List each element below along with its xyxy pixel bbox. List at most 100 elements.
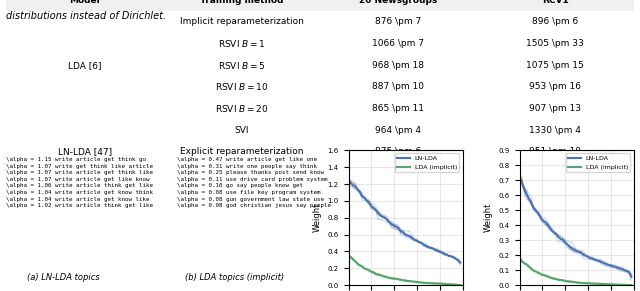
LN-LDA bbox=[529, 206, 537, 209]
LDA (implicit) bbox=[534, 271, 541, 274]
LN-LDA bbox=[424, 245, 432, 249]
LN-LDA bbox=[541, 220, 548, 223]
LDA (implicit) bbox=[349, 258, 357, 261]
LN-LDA bbox=[436, 250, 444, 253]
LN-LDA bbox=[354, 188, 362, 191]
LDA (implicit) bbox=[438, 282, 446, 285]
LN-LDA bbox=[440, 252, 448, 255]
LN-LDA bbox=[422, 244, 430, 248]
LN-LDA bbox=[454, 258, 462, 262]
LN-LDA bbox=[570, 248, 578, 251]
LDA (implicit) bbox=[434, 282, 442, 285]
LN-LDA bbox=[434, 249, 442, 252]
LN-LDA bbox=[552, 232, 560, 236]
LN-LDA bbox=[443, 253, 451, 256]
LN-LDA bbox=[397, 230, 405, 233]
LN-LDA bbox=[627, 275, 635, 278]
LDA (implicit) bbox=[552, 277, 560, 281]
LN-LDA bbox=[390, 224, 398, 228]
LDA (implicit) bbox=[452, 283, 460, 286]
LDA (implicit) bbox=[372, 272, 380, 276]
LDA (implicit) bbox=[381, 275, 389, 278]
LN-LDA bbox=[532, 209, 540, 212]
LN-LDA bbox=[406, 235, 414, 238]
LDA (implicit) bbox=[358, 265, 366, 268]
LDA (implicit) bbox=[397, 278, 405, 281]
Text: distributions instead of Dirichlet.: distributions instead of Dirichlet. bbox=[6, 11, 166, 22]
LDA (implicit) bbox=[443, 283, 451, 286]
Text: (a) LN-LDA topics: (a) LN-LDA topics bbox=[27, 274, 100, 283]
LN-LDA bbox=[564, 243, 572, 246]
Line: LN-LDA: LN-LDA bbox=[520, 177, 631, 276]
LN-LDA bbox=[456, 261, 464, 264]
LDA (implicit) bbox=[516, 256, 524, 260]
LN-LDA bbox=[370, 206, 378, 210]
LN-LDA bbox=[586, 256, 594, 260]
Legend: LN-LDA, LDA (implicit): LN-LDA, LDA (implicit) bbox=[566, 153, 630, 172]
Text: (b) LDA topics (implicit): (b) LDA topics (implicit) bbox=[185, 274, 284, 283]
LN-LDA bbox=[376, 214, 384, 217]
LN-LDA bbox=[607, 264, 614, 267]
LN-LDA bbox=[575, 250, 582, 253]
Y-axis label: Weight: Weight bbox=[484, 203, 493, 233]
LN-LDA bbox=[602, 262, 610, 266]
LN-LDA bbox=[520, 187, 528, 191]
LN-LDA bbox=[351, 185, 359, 188]
LDA (implicit) bbox=[561, 279, 569, 283]
LDA (implicit) bbox=[538, 273, 546, 276]
LN-LDA bbox=[545, 225, 553, 229]
LDA (implicit) bbox=[611, 283, 619, 286]
LN-LDA bbox=[625, 271, 633, 274]
LN-LDA bbox=[404, 234, 412, 237]
LDA (implicit) bbox=[408, 280, 416, 283]
LN-LDA bbox=[413, 239, 420, 242]
LDA (implicit) bbox=[527, 267, 535, 270]
LN-LDA bbox=[365, 201, 373, 204]
LDA (implicit) bbox=[564, 279, 572, 283]
LDA (implicit) bbox=[351, 260, 359, 263]
LN-LDA bbox=[559, 238, 567, 242]
LDA (implicit) bbox=[614, 283, 621, 286]
LN-LDA bbox=[623, 269, 630, 273]
LDA (implicit) bbox=[605, 283, 612, 286]
LN-LDA bbox=[415, 240, 423, 244]
LDA (implicit) bbox=[550, 277, 557, 280]
LDA (implicit) bbox=[454, 283, 462, 287]
LN-LDA bbox=[527, 200, 535, 203]
LDA (implicit) bbox=[413, 280, 420, 284]
LN-LDA bbox=[548, 228, 556, 232]
Text: \alpha = 0.47 write article get like one
\alpha = 0.31 write one people say thin: \alpha = 0.47 write article get like one… bbox=[177, 157, 332, 208]
LN-LDA bbox=[536, 215, 544, 218]
LDA (implicit) bbox=[386, 276, 394, 280]
LDA (implicit) bbox=[559, 279, 567, 282]
LDA (implicit) bbox=[575, 281, 582, 284]
LDA (implicit) bbox=[383, 276, 391, 279]
LN-LDA bbox=[381, 216, 389, 219]
LDA (implicit) bbox=[418, 281, 426, 284]
LDA (implicit) bbox=[406, 279, 414, 283]
LDA (implicit) bbox=[420, 281, 428, 285]
LDA (implicit) bbox=[431, 282, 439, 285]
LDA (implicit) bbox=[525, 265, 532, 268]
Y-axis label: Weight: Weight bbox=[313, 203, 322, 233]
LN-LDA bbox=[580, 253, 588, 256]
LN-LDA bbox=[593, 259, 601, 262]
LN-LDA bbox=[557, 237, 564, 240]
LN-LDA bbox=[445, 254, 452, 258]
Line: LN-LDA: LN-LDA bbox=[349, 180, 460, 262]
LDA (implicit) bbox=[427, 281, 435, 285]
LN-LDA bbox=[596, 259, 604, 263]
LN-LDA bbox=[408, 236, 416, 240]
LDA (implicit) bbox=[566, 280, 573, 283]
LDA (implicit) bbox=[625, 283, 633, 287]
LN-LDA bbox=[618, 267, 626, 271]
LN-LDA bbox=[431, 248, 439, 251]
LN-LDA bbox=[609, 265, 617, 268]
LDA (implicit) bbox=[429, 282, 436, 285]
LDA (implicit) bbox=[440, 282, 448, 286]
LDA (implicit) bbox=[374, 273, 382, 276]
LN-LDA bbox=[577, 251, 585, 254]
LN-LDA bbox=[374, 212, 382, 215]
LDA (implicit) bbox=[360, 267, 368, 270]
Line: LDA (implicit): LDA (implicit) bbox=[520, 258, 631, 285]
